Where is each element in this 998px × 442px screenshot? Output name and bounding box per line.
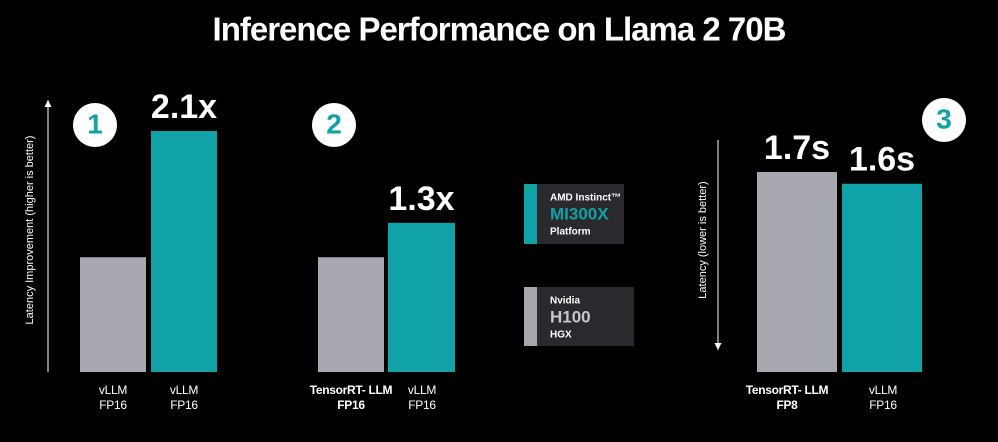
category-label: TensorRT- LLM — [310, 383, 393, 397]
value-label: 1.3x — [388, 180, 454, 218]
category-label: FP8 — [776, 398, 798, 412]
legend-box — [524, 184, 624, 244]
bar — [388, 222, 455, 372]
value-label: 2.1x — [151, 88, 217, 126]
badge-circle — [73, 103, 117, 147]
category-label: vLLM — [99, 383, 127, 397]
category-label: TensorRT- LLM — [746, 383, 829, 397]
value-label: 1.7s — [764, 129, 830, 167]
legend-swatch — [524, 184, 537, 244]
bar — [151, 131, 217, 372]
title: Inference Performance on Llama 2 70B — [213, 11, 786, 48]
legend-text: Nvidia — [550, 296, 580, 307]
legend-text: HGX — [550, 330, 572, 341]
bar — [757, 172, 837, 372]
axis-arrow — [714, 343, 722, 350]
category-label: vLLM — [869, 383, 897, 397]
legend-text: AMD Instinct™ — [550, 193, 621, 204]
category-label: FP16 — [337, 398, 365, 412]
badge-number: 2 — [326, 108, 342, 139]
y-axis-label: Latency (lower is better) — [697, 181, 709, 298]
badge-number: 3 — [936, 103, 952, 134]
legend-text: MI300X — [550, 204, 609, 223]
category-label: FP16 — [408, 398, 436, 412]
legend-text: Platform — [550, 227, 591, 238]
legend-box — [524, 287, 634, 346]
category-label: vLLM — [408, 383, 436, 397]
badge-circle — [312, 103, 356, 147]
badge-number: 1 — [87, 108, 103, 139]
category-label: FP16 — [99, 398, 127, 412]
badge-circle — [922, 98, 966, 142]
category-label: vLLM — [170, 383, 198, 397]
y-axis-label: Latency Improvement (higher is better) — [24, 136, 36, 325]
axis-arrow — [44, 100, 52, 107]
category-label: FP16 — [170, 398, 198, 412]
category-label: FP16 — [869, 398, 897, 412]
bar — [842, 183, 922, 372]
value-label: 1.6s — [849, 141, 915, 179]
bar — [318, 257, 384, 372]
legend-swatch — [524, 287, 537, 346]
legend-text: H100 — [550, 307, 591, 326]
bar — [80, 257, 146, 372]
